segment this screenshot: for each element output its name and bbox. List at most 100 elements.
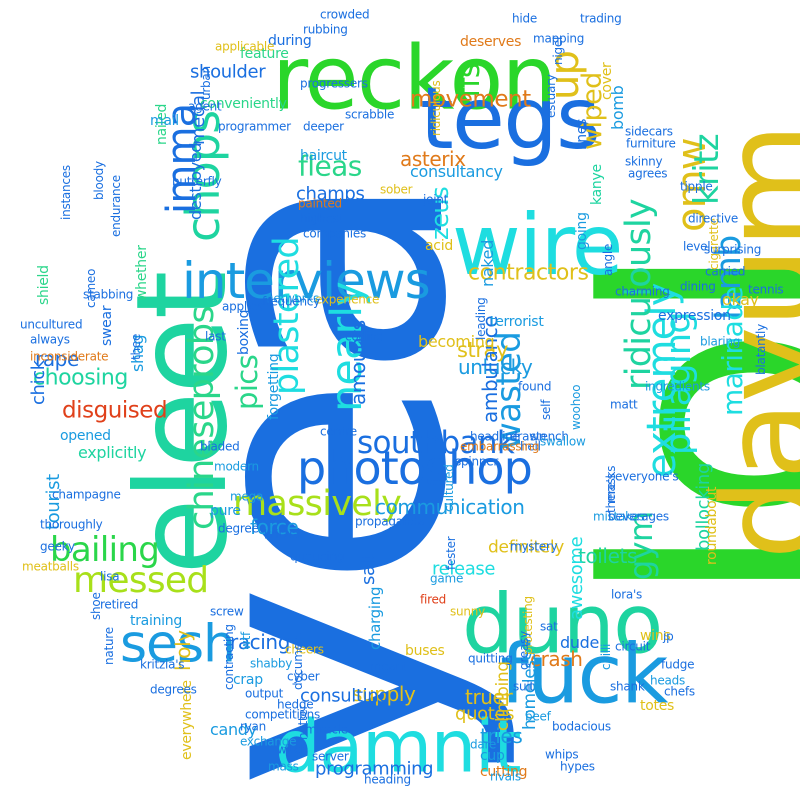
word-applicable: applicable [215,39,275,54]
word-woohoo: woohoo [569,384,583,430]
word-wtf: wtf [239,631,253,650]
word-fleas: fleas [298,149,362,183]
word-spinner: spinner [455,454,499,469]
word-greasy: greasy [517,631,531,670]
word-tries: tries [480,724,523,748]
word-fudge: fudge [661,657,695,672]
word-forgetting: forgetting [266,353,282,420]
word-acid: acid [425,237,453,254]
word-blatantly: blatantly [754,324,768,375]
word-degrees: degrees [150,682,197,697]
word-racing: racing [230,630,291,654]
word-quitting: quitting [468,651,513,666]
word-buses: buses [405,642,445,659]
word-wins: wins [640,627,671,644]
word-naked: naked [478,239,497,287]
word-programming: programming [315,758,434,780]
word-cup: cup [480,747,505,764]
word-exchange: exchange [240,734,297,749]
word-companies: companies [303,226,367,241]
word-instances: instances [59,165,73,220]
word-thoroughly: thoroughly [40,517,103,532]
word-applies: applies [222,299,264,314]
word-bladed: bladed [200,439,240,454]
word-heading: heading [364,772,411,787]
word-toilets: toilets [578,544,637,568]
word-sunny: sunny [450,604,485,619]
word-skinny: skinny [625,154,663,169]
word-cheers: cheers [285,642,324,657]
word-charging: charging [366,586,384,650]
word-scrabble: scrabble [345,107,395,122]
word-shield: shield [36,265,52,305]
word-charming: charming [615,284,670,299]
word-climbing: climbing [493,661,513,731]
word-rivals: rivals [490,769,521,784]
word-kritzia-s: kritzia's [140,657,185,672]
word-pure: pure [210,502,241,519]
word-suit: suit [513,679,534,694]
word-wire: wire [452,195,623,294]
word-unlucky: unlucky [458,355,533,379]
word-fired: fired [420,592,447,607]
word-painted: painted [298,196,342,211]
word-stench: stench [530,429,569,444]
word-explicitly: explicitly [78,443,147,463]
word-matt: matt [610,397,638,412]
word-kritzia: kritzia [264,527,300,542]
word-experience: experience [315,292,380,307]
word-directive: directive [688,211,738,226]
word-carried: carried [705,264,746,279]
word-headline: headline [470,429,520,444]
word-ingredients: ingredients [645,379,710,394]
word-during: during [268,32,312,49]
word-duno: duno [462,577,663,673]
word-furniture: furniture [626,136,676,151]
word-sesh: sesh [120,614,236,675]
word-trading: trading [580,11,622,26]
word-chick: chick [28,360,49,405]
word-output: output [245,686,284,701]
word-tipple: tipple [680,179,713,194]
word-conveniently: conveniently [200,95,287,112]
word-consultancy: consultancy [410,162,503,182]
word-pics: pics [230,354,264,410]
word-feature: feature [240,45,289,62]
word-salt: salt [358,553,379,585]
word-drawn: drawn [510,429,547,444]
word-hide: hide [512,11,537,26]
word-crash: crash [530,647,583,671]
word-disguised: disguised [62,397,168,424]
word-joint: joint [423,192,449,207]
word-agent: agent [188,99,222,114]
word-hedge: hedge [277,697,314,712]
word-terrorist: terrorist [490,313,544,330]
word-whips: whips [545,747,579,762]
word-candy: candy [210,720,257,740]
word-jp: jp [663,629,674,644]
word-there-s: there's [604,473,618,513]
word-ridiculous: ridiculous [429,80,443,136]
word-server: server [312,749,349,764]
word-retired: retired [100,597,139,612]
word-uncultured: uncultured [20,317,83,332]
word-shoulder: shoulder [190,61,266,83]
word-chilli: chilli [599,643,613,670]
word-self: self [539,399,553,420]
word-lisa: lisa [100,569,120,584]
word-endurance: endurance [109,175,123,237]
word-mystery: mystery [510,539,558,554]
word-crowded: crowded [320,7,370,22]
word-surprising: surprising [704,242,762,257]
word-meant: meant [370,659,408,674]
word-programmer: programmer [218,119,291,134]
word-mail: mail [150,112,179,129]
word-propaganda: propaganda [355,514,425,529]
word-mistakes: mistakes [593,509,645,524]
word-interviews: interviews [182,252,431,310]
word-truer: truer [465,685,513,709]
word-competitions: competitions [245,707,321,722]
word-contractors: contractors [468,260,589,286]
word-highest: highest [300,211,343,226]
